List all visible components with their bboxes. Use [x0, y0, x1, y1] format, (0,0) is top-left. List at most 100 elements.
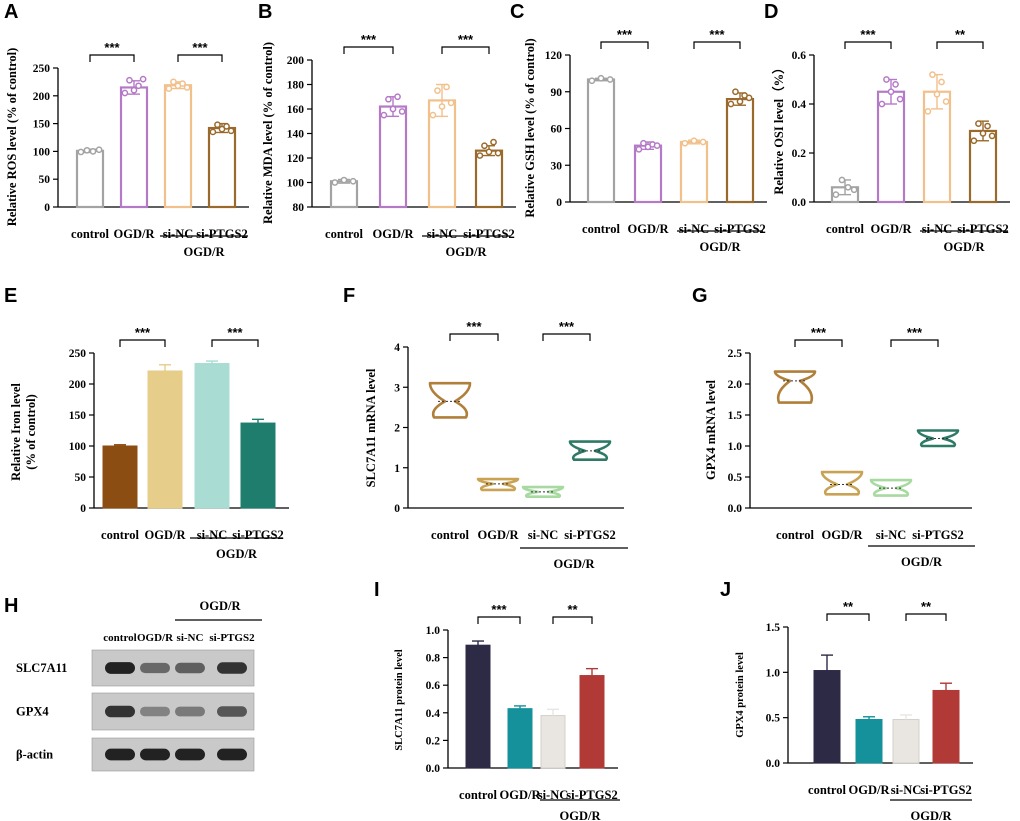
panel-e-letter: E: [4, 285, 17, 307]
panel-a-y-label: Relative ROS level (% of control): [5, 48, 19, 227]
panel-f-sig-bracket: [449, 333, 499, 341]
blot-band: [105, 748, 135, 761]
panel-e-y-label: Relative Iron level(% of control): [9, 383, 38, 481]
panel-c-letter: C: [510, 1, 524, 23]
panel-a-data-point: [121, 89, 129, 97]
panel-e-ytick-label: 100: [69, 441, 87, 453]
panel-c-data-point: [640, 139, 647, 147]
blot-band: [140, 662, 170, 674]
panel-a-data-point: [179, 80, 186, 87]
panel-d-category-label: si-NC: [922, 222, 953, 236]
panel-c-data-point: [635, 145, 643, 153]
panel-b-category-label: si-PTGS2: [463, 227, 514, 241]
panel-a-category-label: OGD/R: [114, 227, 156, 241]
chart-panel-F: F 0 1 2 3 4 SLC7A11 mRNA level control OGD/R si-N…: [343, 285, 628, 571]
panel-d-data-point: [883, 76, 890, 83]
panel-b-ytick-label: 180: [287, 80, 305, 92]
panel-g-sig-label: ***: [811, 325, 827, 340]
panel-a-ytick-label: 50: [39, 174, 51, 186]
panel-c-data-point: [597, 74, 605, 82]
panel-d-y-label: Relative OSI level（%）: [771, 61, 786, 194]
panel-c-bar: [633, 144, 663, 204]
blot-band: [105, 705, 135, 718]
panel-b-data-point: [389, 105, 397, 113]
panel-b-category-label: si-NC: [427, 227, 458, 241]
panel-g-category-label: control: [776, 528, 814, 542]
panel-d-group-label: OGD/R: [944, 240, 986, 254]
panel-j-category-label: OGD/R: [849, 783, 891, 797]
panel-b-ytick-label: 200: [287, 55, 305, 67]
panel-b-bar: [474, 149, 504, 209]
panel-e-bar: [102, 445, 138, 509]
panel-a-bar: [163, 84, 193, 209]
panel-a-category-label: si-PTGS2: [196, 227, 247, 241]
panel-c-bar: [586, 78, 616, 204]
panel-b-ytick-label: 100: [287, 178, 305, 190]
panel-d-data-point: [929, 71, 936, 78]
blot-band: [140, 748, 170, 761]
panel-d-data-point: [984, 122, 991, 130]
panel-h-letter: H: [4, 595, 18, 617]
panel-b-sig-bracket: [343, 46, 394, 54]
blot-band: [175, 748, 205, 761]
panel-j-sig-label: **: [843, 599, 854, 614]
chart-panel-B: B 80 100 120 140 160 180 200 Relative MDA level …: [258, 1, 516, 259]
panel-d-bar: [876, 90, 906, 204]
panel-b-data-point: [340, 176, 348, 184]
chart-panel-E: E 0 50 100 150 200 250 Relative Iron level(% of…: [4, 285, 289, 561]
panel-e-ytick-label: 150: [69, 410, 87, 422]
panel-b-data-point: [380, 111, 388, 119]
panel-b-ytick-label: 80: [293, 202, 305, 214]
panel-d-data-point: [850, 186, 858, 194]
panel-e-category-label: OGD/R: [145, 528, 187, 542]
panel-j-ytick-label: 0.0: [766, 758, 781, 770]
chart-panel-A: A 0 50 100 150 200 250 Relative ROS level (% of…: [4, 1, 249, 259]
blot-band: [217, 748, 247, 761]
panel-c-data-point: [606, 76, 614, 83]
panel-b-letter: B: [258, 1, 272, 23]
panel-a-sig-bracket: [89, 54, 135, 62]
panel-f-ytick-label: 0: [394, 503, 400, 515]
panel-g-category-label: si-PTGS2: [912, 528, 963, 542]
panel-a-data-point: [95, 146, 103, 154]
panel-d-data-point: [938, 78, 945, 86]
blot-group-label: OGD/R: [200, 599, 242, 613]
panel-d-sig-bracket: [844, 41, 892, 49]
blot-band: [175, 662, 205, 674]
panel-i-ytick-label: 0.0: [426, 763, 441, 775]
panel-e-sig-bracket: [211, 339, 259, 347]
panel-c-ytick-label: 90: [551, 87, 563, 99]
panel-c-ytick-label: 60: [551, 124, 563, 136]
panel-j-y-label: GPX4 protein level: [735, 652, 746, 738]
panel-a-data-point: [227, 127, 235, 135]
panel-b-sig-label: ***: [361, 32, 377, 47]
panel-g-ytick-label: 0.0: [728, 503, 743, 515]
panel-f-ytick-label: 4: [394, 342, 400, 354]
panel-b-data-point: [485, 148, 493, 156]
panel-f-category-label: si-PTGS2: [564, 528, 615, 542]
panel-c-bar: [679, 140, 709, 204]
panel-f-y-label: SLC7A11 mRNA level: [364, 368, 378, 487]
panel-e-sig-label: ***: [135, 325, 151, 340]
panel-i-category-label: si-PTGS2: [566, 788, 617, 802]
panel-i-bar: [540, 715, 566, 769]
panel-d-category-label: si-PTGS2: [957, 222, 1008, 236]
panel-c-category-label: control: [582, 222, 620, 236]
panel-b-data-point: [394, 93, 401, 101]
panel-f-group-label: OGD/R: [554, 557, 596, 571]
panel-i-sig-bracket: [477, 616, 521, 624]
panel-c-ytick-label: 0: [556, 197, 562, 209]
blot-row-label: SLC7A11: [16, 661, 67, 675]
panel-d-data-point: [979, 130, 987, 137]
panel-b-data-point: [398, 108, 406, 115]
panel-g-ytick-label: 1.0: [728, 441, 743, 453]
panel-a-data-point: [165, 85, 173, 92]
panel-d-data-point: [970, 137, 978, 145]
panel-i-bar: [465, 644, 491, 769]
panel-g-violin: [773, 370, 817, 404]
panel-g-category-label: OGD/R: [822, 528, 864, 542]
blot-band: [140, 706, 170, 717]
panel-f-category-label: si-NC: [528, 528, 559, 542]
panel-j-ytick-label: 1.5: [766, 622, 781, 634]
panel-j-ytick-label: 0.5: [766, 713, 781, 725]
